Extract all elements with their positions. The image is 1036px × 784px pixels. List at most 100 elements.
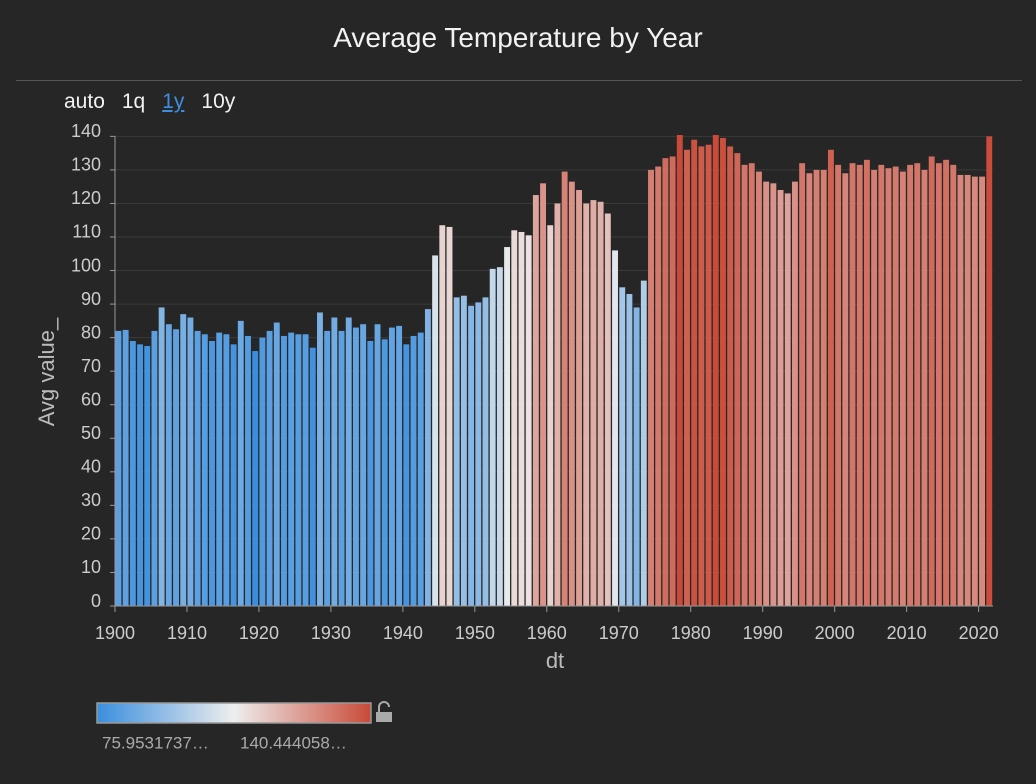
bar [820, 169, 827, 607]
bar [194, 330, 201, 606]
bar [475, 302, 482, 606]
bar [568, 181, 575, 606]
y-tick-label: 40 [81, 457, 101, 477]
bar [266, 330, 273, 606]
bar [388, 327, 395, 606]
bar [180, 314, 187, 606]
bar [345, 317, 352, 606]
bar [417, 332, 424, 606]
y-tick-label: 10 [81, 557, 101, 577]
x-tick-label: 1970 [599, 623, 639, 643]
y-axis-label: Avg value_ [34, 317, 59, 426]
bar [525, 235, 532, 606]
bar [871, 169, 878, 607]
bar [748, 163, 755, 607]
bar [259, 337, 266, 606]
bar [892, 166, 899, 607]
bar [187, 317, 194, 606]
bar [921, 169, 928, 607]
bar [151, 330, 158, 606]
bar [648, 169, 654, 607]
bar [165, 324, 172, 606]
bar [835, 164, 842, 607]
bar [302, 334, 309, 606]
bar [352, 327, 359, 606]
bar [504, 247, 511, 606]
lock-icon[interactable] [376, 701, 392, 722]
bar [691, 139, 698, 606]
bar [712, 135, 719, 607]
bar [907, 164, 914, 607]
bar [547, 225, 554, 606]
x-tick-label: 2010 [887, 623, 927, 643]
bar [446, 226, 453, 606]
bar [122, 329, 129, 606]
bar [662, 158, 669, 606]
bar [863, 159, 870, 606]
x-tick-label: 1940 [383, 623, 423, 643]
y-tick-label: 0 [91, 591, 101, 611]
bar [756, 171, 762, 607]
bar [669, 156, 676, 606]
bar [324, 330, 331, 606]
bar [799, 163, 806, 607]
bar [511, 230, 518, 606]
bar [698, 146, 705, 606]
bar [971, 176, 978, 606]
bar [115, 330, 122, 606]
bar [468, 305, 475, 606]
bar [741, 164, 748, 607]
bar [158, 307, 165, 606]
y-tick-label: 80 [81, 322, 101, 342]
time-grain-option[interactable]: 10y [201, 90, 236, 113]
bar [597, 201, 604, 606]
bar [273, 322, 280, 606]
bar [561, 171, 568, 607]
bar [532, 195, 539, 606]
bar [899, 171, 906, 607]
bar [209, 340, 215, 606]
bar [676, 135, 683, 607]
bar [410, 335, 417, 606]
x-axis-label: dt [546, 648, 564, 673]
bar [950, 164, 957, 607]
bar [396, 325, 403, 606]
bar [137, 344, 143, 606]
bar [496, 267, 503, 606]
bar [943, 159, 950, 606]
y-tick-label: 90 [81, 289, 101, 309]
bar [453, 297, 460, 606]
bar [914, 163, 921, 607]
x-tick-label: 1980 [671, 623, 711, 643]
bar [684, 149, 690, 606]
time-grain-option[interactable]: 1q [121, 90, 146, 113]
bar [201, 334, 208, 606]
bar [173, 329, 179, 606]
bar [281, 335, 287, 606]
x-tick-label: 1960 [527, 623, 567, 643]
x-tick-label: 1950 [455, 623, 495, 643]
bar [770, 183, 777, 606]
y-tick-label: 60 [81, 389, 101, 409]
bar [640, 280, 647, 606]
y-tick-label: 70 [81, 356, 101, 376]
bar [309, 347, 316, 606]
bar [727, 146, 734, 606]
bar [432, 255, 439, 606]
bar [338, 330, 345, 606]
x-tick-label: 1990 [743, 623, 783, 643]
bar [540, 183, 547, 606]
bar [763, 181, 770, 606]
bar [612, 250, 618, 606]
bar [928, 156, 935, 606]
bar [777, 190, 784, 606]
bar [381, 339, 388, 606]
x-tick-label: 1910 [167, 623, 207, 643]
bar [827, 149, 834, 606]
time-grain-option[interactable]: 1y [162, 90, 185, 113]
time-grain-option[interactable]: auto [64, 90, 105, 113]
legend-max-label: 140.444058… [240, 733, 347, 752]
y-tick-label: 20 [81, 524, 101, 544]
bar [129, 340, 136, 606]
